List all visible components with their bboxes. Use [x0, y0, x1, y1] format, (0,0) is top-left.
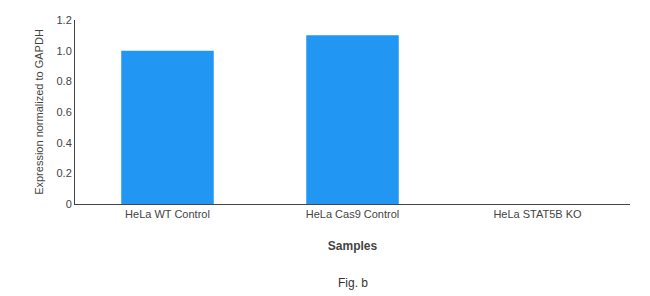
svg-text:1.2: 1.2: [57, 14, 72, 26]
svg-text:HeLa Cas9 Control: HeLa Cas9 Control: [306, 208, 400, 220]
svg-text:0.8: 0.8: [57, 75, 72, 87]
svg-text:0.6: 0.6: [57, 106, 72, 118]
svg-text:HeLa WT Control: HeLa WT Control: [125, 208, 210, 220]
svg-text:1.0: 1.0: [57, 45, 72, 57]
svg-text:Samples: Samples: [328, 239, 378, 253]
svg-text:0.4: 0.4: [57, 137, 72, 149]
svg-text:HeLa STAT5B KO: HeLa STAT5B KO: [493, 208, 582, 220]
svg-text:0.2: 0.2: [57, 167, 72, 179]
svg-text:0: 0: [66, 198, 72, 210]
svg-text:Fig. b: Fig. b: [338, 276, 368, 290]
svg-text:Expression normalized to GAPDH: Expression normalized to GAPDH: [33, 29, 45, 195]
